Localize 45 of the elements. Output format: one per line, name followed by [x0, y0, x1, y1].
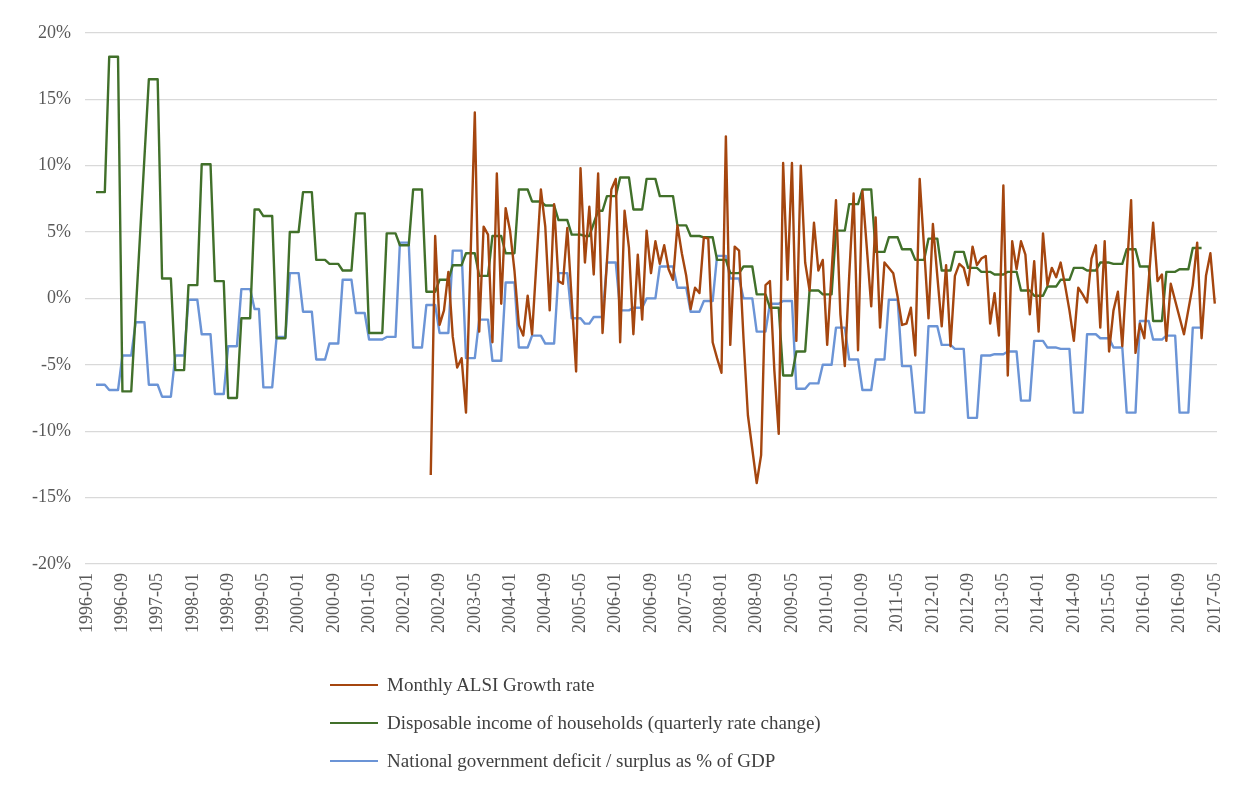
- y-tick-label: -5%: [40, 353, 71, 374]
- x-tick-label: 2010-01: [815, 573, 836, 634]
- x-tick-label: 2013-05: [992, 573, 1013, 634]
- x-tick-label: 2017-05: [1203, 573, 1224, 634]
- x-tick-label: 1996-09: [111, 573, 132, 634]
- x-tick-label: 2016-09: [1168, 573, 1189, 634]
- x-tick-label: 2011-05: [886, 573, 907, 633]
- x-tick-label: 2009-05: [780, 573, 801, 634]
- y-tick-label: -20%: [31, 552, 71, 573]
- y-tick-label: 15%: [37, 87, 71, 108]
- x-tick-label: 1999-05: [252, 573, 273, 634]
- x-tick-label: 1998-09: [216, 573, 237, 634]
- y-tick-label: 10%: [37, 154, 71, 175]
- x-tick-label: 2004-09: [534, 573, 555, 634]
- x-tick-label: 2010-09: [851, 573, 872, 634]
- x-tick-label: 2012-01: [921, 573, 942, 634]
- x-tick-label: 2016-01: [1133, 573, 1154, 634]
- legend-label: National government deficit / surplus as % of GDP: [387, 750, 776, 772]
- x-tick-label: 1997-05: [146, 573, 167, 634]
- x-tick-label: 2015-05: [1097, 573, 1118, 634]
- y-tick-label: 5%: [46, 220, 71, 241]
- y-tick-label: 0%: [46, 287, 71, 308]
- x-tick-label: 2000-09: [322, 573, 343, 634]
- x-tick-label: 2008-09: [745, 573, 766, 634]
- x-tick-label: 2000-01: [287, 573, 308, 634]
- x-tick-label: 2014-01: [1027, 573, 1048, 634]
- x-tick-label: 1998-01: [181, 573, 202, 634]
- y-tick-label: 20%: [37, 21, 71, 42]
- x-tick-label: 2012-09: [956, 573, 977, 634]
- y-tick-label: -10%: [31, 419, 71, 440]
- x-tick-label: 2004-01: [498, 573, 519, 634]
- legend-label: Disposable income of households (quarterly rate change): [387, 712, 821, 734]
- x-tick-label: 2014-09: [1062, 573, 1083, 634]
- x-tick-label: 2006-09: [639, 573, 660, 634]
- x-tick-label: 2002-09: [428, 573, 449, 634]
- x-tick-label: 2005-05: [569, 573, 590, 634]
- x-tick-label: 2006-01: [604, 573, 625, 634]
- x-tick-label: 2007-05: [674, 573, 695, 634]
- x-tick-label: 2003-05: [463, 573, 484, 634]
- y-tick-label: -15%: [31, 486, 71, 507]
- x-tick-label: 2001-05: [357, 573, 378, 634]
- x-tick-label: 2008-01: [710, 573, 731, 634]
- x-tick-label: 1996-01: [75, 573, 96, 634]
- legend-label: Monthly ALSI Growth rate: [387, 674, 595, 696]
- x-tick-label: 2002-01: [393, 573, 414, 634]
